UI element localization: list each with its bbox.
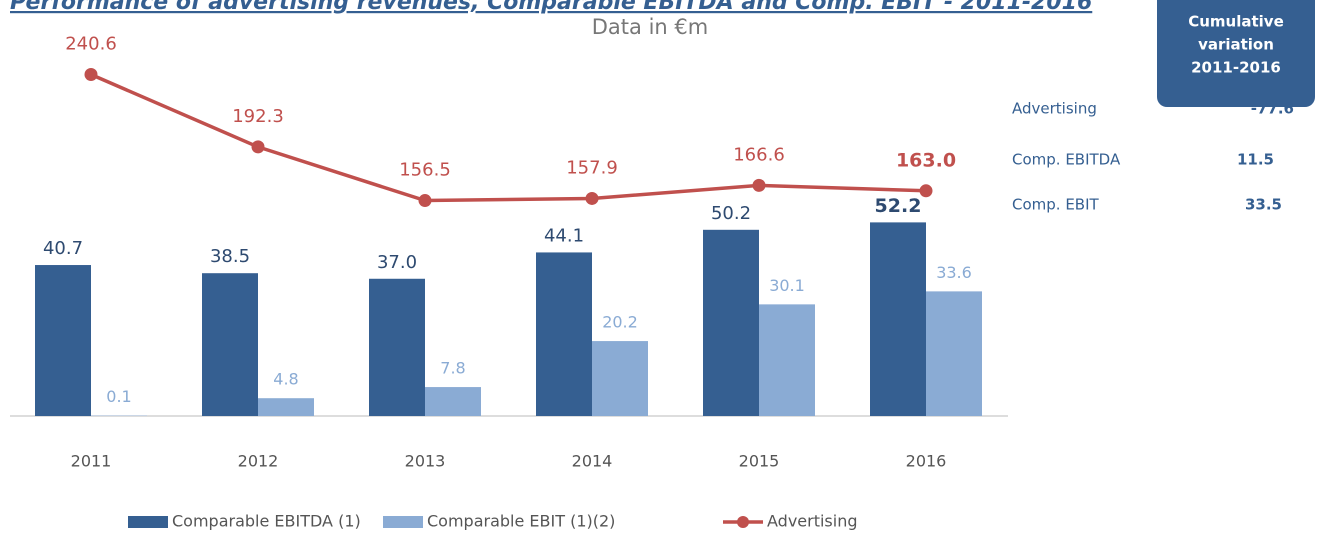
table-label: Advertising — [1012, 100, 1097, 118]
table-label: Comp. EBITDA — [1012, 151, 1121, 169]
line-point — [919, 184, 933, 198]
bar — [425, 387, 481, 416]
bar — [258, 398, 314, 416]
table-value: 33.5 — [1245, 196, 1282, 214]
table-header: variation — [1198, 36, 1274, 54]
legend-swatch — [737, 516, 749, 528]
data-label: 192.3 — [232, 106, 284, 127]
bar — [870, 222, 926, 416]
legend-label: Advertising — [767, 512, 858, 531]
table-value: -77.6 — [1251, 100, 1294, 118]
bar — [202, 273, 258, 416]
bar — [35, 265, 91, 416]
data-label: 44.1 — [544, 225, 584, 246]
bar — [592, 341, 648, 416]
legend-label: Comparable EBITDA (1) — [172, 512, 361, 531]
legend-swatch — [383, 516, 423, 528]
bar — [536, 252, 592, 416]
line-point — [251, 140, 265, 154]
data-label: 156.5 — [399, 160, 451, 181]
data-label: 157.9 — [566, 157, 618, 178]
data-label: 52.2 — [875, 195, 922, 217]
data-label: 4.8 — [273, 370, 298, 389]
data-label: 40.7 — [43, 238, 83, 259]
data-label: 38.5 — [210, 246, 250, 267]
line — [90, 72, 927, 203]
data-label: 166.6 — [733, 144, 785, 165]
table-label: Comp. EBIT — [1012, 196, 1100, 214]
legend-label: Comparable EBIT (1)(2) — [427, 512, 615, 531]
table-value: 11.5 — [1237, 151, 1274, 169]
bar — [703, 229, 759, 416]
x-tick-label: 2013 — [405, 452, 446, 471]
table-header-box — [1157, 0, 1315, 107]
line-point — [84, 68, 98, 82]
chart-subtitle: Data in €m — [592, 15, 708, 39]
x-tick-label: 2011 — [71, 452, 112, 471]
data-label: 0.1 — [106, 387, 131, 406]
table-header: 2011-2016 — [1191, 59, 1281, 77]
x-tick-label: 2012 — [238, 452, 279, 471]
data-label: 240.6 — [65, 34, 117, 55]
x-tick-label: 2015 — [739, 452, 780, 471]
data-label: 37.0 — [377, 252, 417, 273]
table-header: Cumulative — [1188, 13, 1284, 31]
x-tick-label: 2016 — [906, 452, 947, 471]
data-label: 33.6 — [936, 263, 972, 282]
line-point — [418, 194, 432, 208]
bar — [926, 291, 982, 416]
bar — [369, 278, 425, 416]
line-point — [585, 191, 599, 205]
bar — [759, 304, 815, 416]
data-label: 20.2 — [602, 313, 638, 332]
data-label: 163.0 — [896, 149, 956, 171]
chart-title: Performance of advertising revenues, Com… — [10, 0, 1092, 15]
data-label: 30.1 — [769, 276, 805, 295]
x-tick-label: 2014 — [572, 452, 613, 471]
data-label: 50.2 — [711, 203, 751, 224]
data-label: 7.8 — [440, 359, 465, 378]
legend-swatch — [128, 516, 168, 528]
line-point — [752, 178, 766, 192]
